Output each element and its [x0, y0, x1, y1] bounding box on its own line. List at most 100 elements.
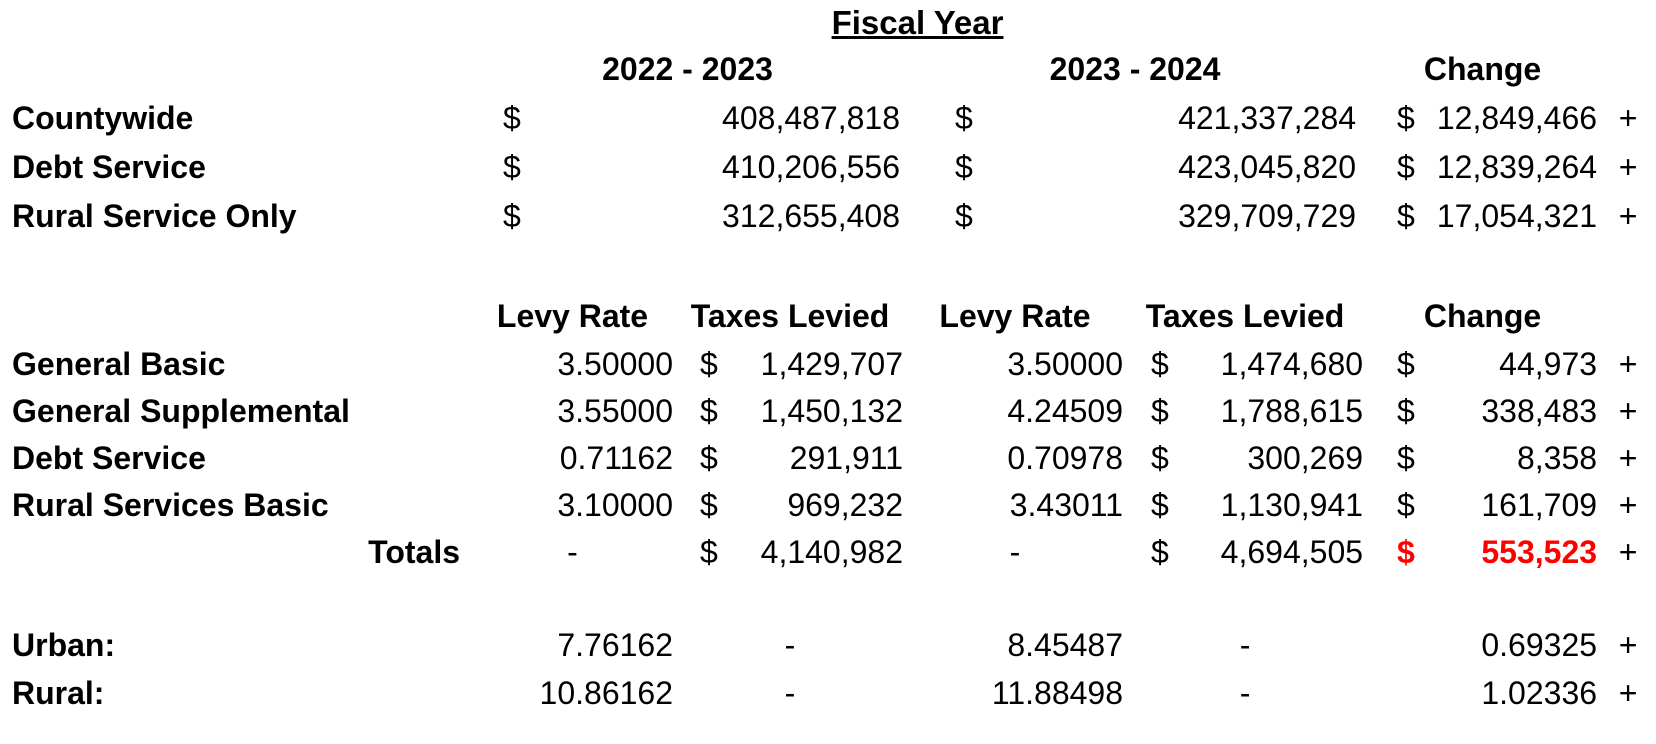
column-header-fy1: 2022 - 2023 — [602, 51, 773, 88]
table-row-rural-services-basic: Rural Services Basic 3.10000 $969,232 3.… — [0, 482, 1656, 529]
dollar-sign: $ — [1397, 345, 1415, 382]
table-row-rural: Rural: 10.86162 - 11.88498 - 1.02336 + — [0, 670, 1656, 718]
levy-rate-fy2: 4.24509 — [1007, 392, 1123, 429]
fy2-amount: $421,337,284 — [955, 99, 1357, 136]
section-spacer — [0, 241, 1656, 293]
dollar-sign: $ — [955, 197, 973, 234]
dollar-sign: $ — [1397, 439, 1415, 476]
totals-taxes-fy1: $4,140,982 — [700, 533, 903, 570]
rural-rate-change: 1.02336 — [1481, 675, 1598, 712]
dollar-sign: $ — [1397, 533, 1415, 570]
rural-rate-fy1: 10.86162 — [539, 675, 673, 712]
row-label: Rural: — [12, 675, 105, 712]
rural-taxes-fy1-dash: - — [784, 675, 796, 712]
levy-header-row: Levy Rate Taxes Levied Levy Rate Taxes L… — [0, 293, 1656, 341]
levy-rate-fy1: 3.10000 — [557, 486, 673, 523]
table-row-general-basic: General Basic 3.50000 $1,429,707 3.50000… — [0, 341, 1656, 388]
levy-rate-fy1: 0.71162 — [559, 439, 673, 476]
dollar-sign: $ — [1151, 533, 1169, 570]
fy2-amount: $423,045,820 — [955, 148, 1357, 185]
change-amount: $338,483 — [1397, 392, 1598, 429]
title-row: Fiscal Year — [0, 0, 1656, 46]
dollar-sign: $ — [1151, 392, 1169, 429]
levy-rate-fy2: 3.50000 — [1007, 345, 1123, 382]
table-row-general-supplemental: General Supplemental 3.55000 $1,450,132 … — [0, 388, 1656, 435]
dollar-sign: $ — [700, 486, 718, 523]
dollar-sign: $ — [700, 392, 718, 429]
dollar-sign: $ — [1397, 486, 1415, 523]
fy2-amount: $329,709,729 — [955, 197, 1357, 234]
column-header-levy-change: Change — [1423, 298, 1542, 335]
row-label: Debt Service — [12, 439, 206, 476]
dollar-sign: $ — [503, 197, 521, 234]
dollar-sign: $ — [1397, 99, 1415, 136]
change-amount: $12,839,264 — [1397, 148, 1598, 185]
dollar-sign: $ — [503, 99, 521, 136]
table-row-debt-service-levy: Debt Service 0.71162 $291,911 0.70978 $3… — [0, 435, 1656, 482]
plus-sign: + — [1618, 675, 1638, 712]
plus-sign: + — [1618, 486, 1638, 523]
rural-rate-fy2: 11.88498 — [991, 675, 1123, 712]
row-label: General Supplemental — [12, 392, 350, 429]
dollar-sign: $ — [1151, 486, 1169, 523]
change-amount: $44,973 — [1397, 345, 1598, 382]
levy-rate-fy2: 3.43011 — [1009, 486, 1123, 523]
plus-sign: + — [1618, 533, 1638, 570]
totals-rate-fy2-dash: - — [1009, 533, 1021, 570]
table-row-urban: Urban: 7.76162 - 8.45487 - 0.69325 + — [0, 622, 1656, 670]
urban-rate-fy1: 7.76162 — [557, 627, 673, 664]
plus-sign: + — [1618, 148, 1638, 185]
fiscal-year-levy-table: Fiscal Year 2022 - 2023 2023 - 2024 Chan… — [0, 0, 1656, 718]
row-label: Debt Service — [12, 148, 206, 185]
plus-sign: + — [1618, 99, 1638, 136]
dollar-sign: $ — [700, 439, 718, 476]
column-header-change: Change — [1423, 51, 1542, 88]
row-label: Rural Service Only — [12, 197, 297, 234]
change-amount: $12,849,466 — [1397, 99, 1598, 136]
row-label: Rural Services Basic — [12, 486, 329, 523]
change-amount: $17,054,321 — [1397, 197, 1598, 234]
dollar-sign: $ — [700, 345, 718, 382]
dollar-sign: $ — [700, 533, 718, 570]
page-title: Fiscal Year — [831, 3, 1004, 41]
fy1-amount: $410,206,556 — [503, 148, 900, 185]
urban-taxes-fy2-dash: - — [1239, 627, 1251, 664]
row-label: Countywide — [12, 99, 194, 136]
taxes-levied-fy1: $1,429,707 — [700, 345, 903, 382]
dollar-sign: $ — [1151, 439, 1169, 476]
table-row-debt-service: Debt Service $410,206,556 $423,045,820 $… — [0, 143, 1656, 192]
dollar-sign: $ — [955, 148, 973, 185]
taxes-levied-fy2: $1,788,615 — [1151, 392, 1364, 429]
column-header-levy-rate-1: Levy Rate — [496, 298, 649, 335]
taxes-levied-fy2: $1,474,680 — [1151, 345, 1364, 382]
levy-rate-fy1: 3.55000 — [557, 392, 673, 429]
dollar-sign: $ — [1397, 392, 1415, 429]
row-label: General Basic — [12, 345, 226, 382]
urban-rate-change: 0.69325 — [1481, 627, 1598, 664]
dollar-sign: $ — [1151, 345, 1169, 382]
plus-sign: + — [1618, 392, 1638, 429]
totals-label: Totals — [368, 533, 460, 570]
totals-rate-fy1-dash: - — [567, 533, 578, 570]
dollar-sign: $ — [1397, 197, 1415, 234]
table-row-totals: Totals - $4,140,982 - $4,694,505 $553,52… — [0, 529, 1656, 576]
taxes-levied-fy1: $1,450,132 — [700, 392, 903, 429]
plus-sign: + — [1618, 627, 1638, 664]
levy-rate-fy2: 0.70978 — [1007, 439, 1123, 476]
dollar-sign: $ — [955, 99, 973, 136]
taxes-levied-fy1: $291,911 — [700, 439, 903, 476]
dollar-sign: $ — [1397, 148, 1415, 185]
row-label: Urban: — [12, 627, 116, 664]
table-row-rural-service-only: Rural Service Only $312,655,408 $329,709… — [0, 192, 1656, 241]
column-header-taxes-levied-2: Taxes Levied — [1145, 298, 1345, 335]
table-row-countywide: Countywide $408,487,818 $421,337,284 $12… — [0, 94, 1656, 143]
totals-taxes-fy2: $4,694,505 — [1151, 533, 1364, 570]
plus-sign: + — [1618, 345, 1638, 382]
section-spacer — [0, 576, 1656, 622]
totals-change-amount: $553,523 — [1397, 533, 1598, 570]
dollar-sign: $ — [503, 148, 521, 185]
taxes-levied-fy2: $1,130,941 — [1151, 486, 1364, 523]
taxes-levied-fy1: $969,232 — [700, 486, 903, 523]
urban-rate-fy2: 8.45487 — [1007, 627, 1123, 664]
plus-sign: + — [1618, 197, 1638, 234]
